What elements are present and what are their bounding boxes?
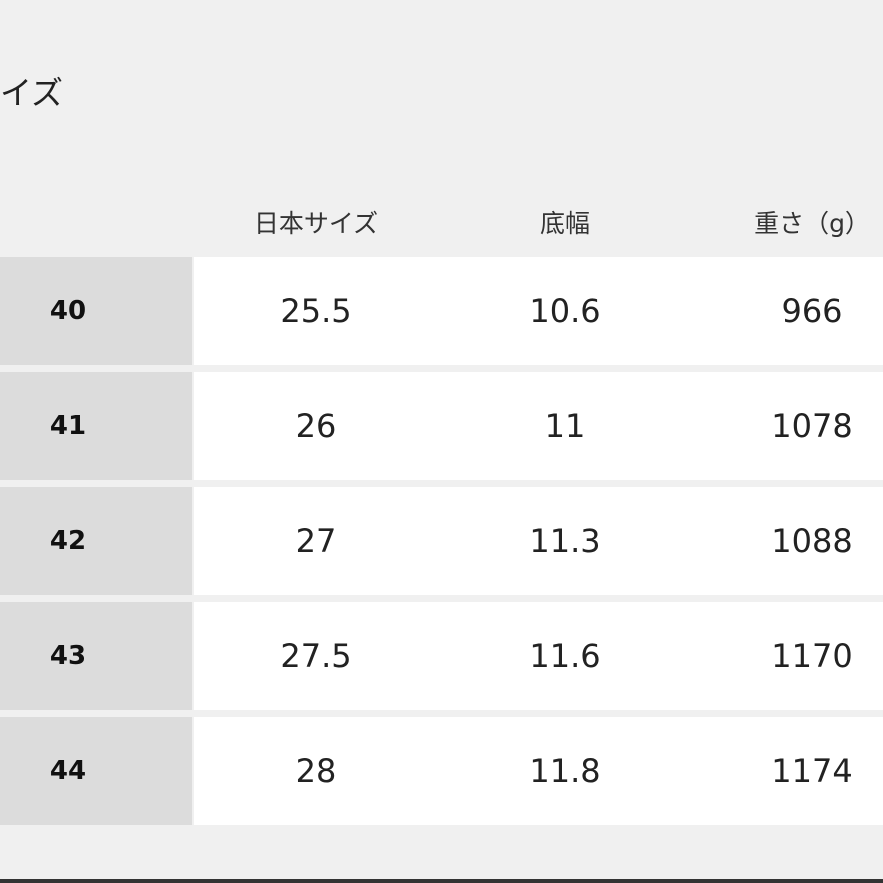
row-label: 44 <box>49 756 87 786</box>
row-cell <box>194 487 883 595</box>
column-header: 底幅 <box>539 209 590 238</box>
cell-value: 966 <box>781 292 843 330</box>
row-header-cell <box>0 487 192 595</box>
cell-value: 26 <box>295 407 337 445</box>
cell-value: 10.6 <box>529 292 601 330</box>
row-label: 41 <box>49 411 87 441</box>
row-cell <box>194 602 883 710</box>
row-header-cell <box>0 602 192 710</box>
row-label: 43 <box>49 641 87 671</box>
cell-value: 11.8 <box>529 752 601 790</box>
row-label: 40 <box>49 296 87 326</box>
cell-value: 11.6 <box>529 637 601 675</box>
row-label: 42 <box>49 526 87 556</box>
row-cell <box>194 372 883 480</box>
row-cell <box>194 717 883 825</box>
cell-value: 11.3 <box>529 522 601 560</box>
row-header-cell <box>0 717 192 825</box>
cell-value: 11 <box>544 407 586 445</box>
cell-value: 28 <box>295 752 337 790</box>
cell-value: 1078 <box>771 407 853 445</box>
title: イズ <box>0 74 64 112</box>
column-header: 重さ（g） <box>754 209 870 238</box>
cell-value: 27.5 <box>280 637 352 675</box>
column-header: 日本サイズ <box>253 209 379 238</box>
cell-value: 1088 <box>771 522 853 560</box>
cell-value: 1174 <box>771 752 853 790</box>
bottom-rule <box>0 879 883 883</box>
cell-value: 1170 <box>771 637 853 675</box>
cell-value: 25.5 <box>280 292 352 330</box>
cell-value: 27 <box>295 522 337 560</box>
row-header-cell <box>0 257 192 365</box>
row-cell <box>194 257 883 365</box>
row-header-cell <box>0 372 192 480</box>
